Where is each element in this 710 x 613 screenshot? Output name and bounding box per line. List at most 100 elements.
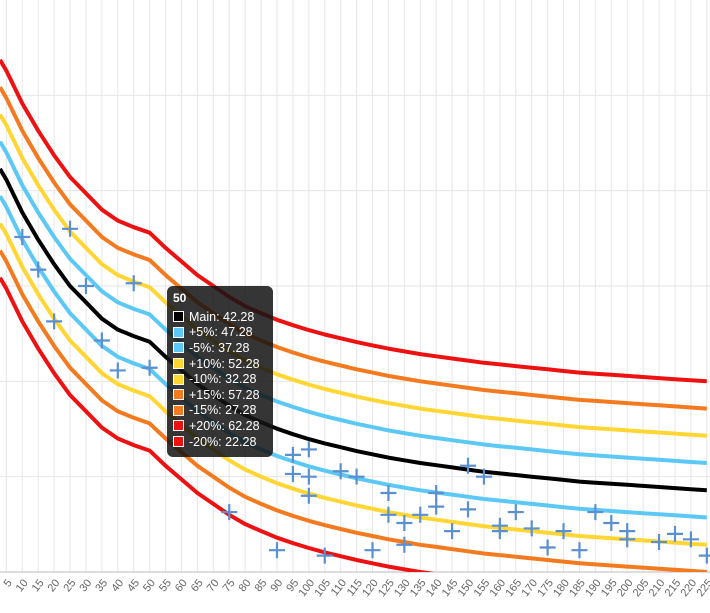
series-line-+20% (0, 58, 707, 384)
scatter-point-32 (491, 523, 508, 540)
tooltip-swatch (173, 326, 184, 338)
tooltip-swatch (173, 404, 184, 416)
scatter-point-44 (682, 531, 699, 548)
tooltip-swatch (173, 311, 184, 323)
scatter-point-18 (348, 468, 365, 485)
x-tick-label-10: 10 (14, 577, 31, 594)
x-tick-label-70: 70 (205, 577, 222, 594)
scatter-point-38 (587, 504, 604, 521)
scatter-point-42 (651, 534, 668, 551)
scatter-point-41 (619, 531, 636, 548)
x-tick-label-25: 25 (61, 577, 78, 594)
scatter-point-3 (62, 220, 79, 237)
scatter-point-23 (396, 536, 413, 553)
tooltip-swatch (173, 436, 184, 448)
tooltip-label: +10%: 52.28 (189, 356, 260, 371)
scatter-point-25 (428, 498, 445, 515)
x-tick-label-45: 45 (125, 577, 142, 594)
scatter-point-4 (77, 278, 94, 294)
tooltip-label: -10%: 32.28 (189, 372, 257, 387)
scatter-point-6 (109, 362, 126, 379)
scatter-point-27 (444, 523, 461, 540)
x-tick-label-15: 15 (30, 577, 47, 594)
x-tick-label-95: 95 (284, 577, 301, 594)
tooltip-swatch (173, 358, 184, 370)
scatter-point-19 (364, 542, 381, 559)
scatter-point-2 (46, 313, 63, 330)
scatter-point-5 (93, 332, 110, 349)
tooltip-swatch (173, 342, 184, 354)
scatter-point-24 (412, 506, 429, 523)
scatter-point-1 (30, 261, 47, 278)
tooltip-label: +15%: 57.28 (189, 387, 260, 402)
scatter-point-35 (539, 539, 556, 556)
scatter-point-34 (523, 520, 540, 537)
x-tick-label-20: 20 (46, 577, 63, 594)
x-tick-label-75: 75 (221, 577, 238, 594)
scatter-point-10 (268, 542, 285, 559)
tooltip-label: -15%: 27.28 (189, 403, 257, 418)
tooltip-row: +5%: 47.28 (173, 325, 267, 341)
x-tick-label-55: 55 (157, 577, 174, 594)
tooltip-row: -5%: 37.28 (173, 340, 267, 356)
tooltip-swatch (173, 389, 184, 401)
series-line-+5% (0, 140, 707, 465)
x-tick-label-80: 80 (237, 577, 254, 594)
tooltip-row: Main: 42.28 (173, 309, 267, 325)
scatter-point-26 (428, 485, 445, 502)
tooltip-title: 50 (173, 291, 187, 305)
scatter-point-13 (300, 441, 317, 458)
tooltip-label: -20%: 22.28 (189, 434, 257, 449)
scatter-point-33 (507, 504, 524, 521)
tooltip-label: Main: 42.28 (189, 309, 255, 324)
scatter-point-8 (141, 359, 158, 376)
tooltip-label: -5%: 37.28 (189, 340, 250, 355)
series-line-+15% (0, 86, 707, 411)
scatter-point-14 (300, 468, 317, 485)
scatter-point-21 (380, 506, 397, 523)
chart-tooltip: 50 Main: 42.28 +5%: 47.28 -5%: 37.28 +10%: … (167, 286, 273, 457)
tooltip-swatch (173, 373, 184, 385)
scatter-point-36 (555, 523, 572, 540)
scatter-point-17 (332, 463, 349, 480)
scatter-point-12 (284, 446, 301, 463)
x-tick-label-85: 85 (253, 577, 270, 594)
tooltip-swatch (173, 420, 184, 432)
tooltip-row: +10%: 52.28 (173, 356, 267, 372)
x-tick-label-90: 90 (268, 577, 285, 594)
scatter-point-30 (475, 468, 492, 485)
tooltip-row: -10%: 32.28 (173, 371, 267, 387)
tooltip-label: +20%: 62.28 (189, 418, 260, 433)
scatter-point-37 (571, 542, 588, 559)
x-tick-label-30: 30 (77, 577, 94, 594)
scatter-point-45 (698, 547, 710, 564)
x-tick-label-40: 40 (109, 577, 126, 594)
x-tick-label-5: 5 (2, 577, 15, 589)
scatter-point-28 (460, 501, 477, 518)
series-line--5% (0, 195, 707, 520)
x-tick-label-50: 50 (141, 577, 158, 594)
tooltip-label: +5%: 47.28 (189, 325, 253, 340)
series-line--10% (0, 222, 707, 547)
scatter-point-29 (460, 457, 477, 474)
x-tick-label-60: 60 (173, 577, 190, 594)
scatter-point-20 (380, 485, 397, 502)
x-tick-label-35: 35 (93, 577, 110, 594)
scatter-point-39 (603, 514, 620, 531)
scatter-point-7 (125, 275, 142, 292)
scatter-point-11 (284, 465, 301, 482)
x-tick-label-65: 65 (189, 577, 206, 594)
tooltip-row: +20%: 62.28 (173, 418, 267, 434)
series-line--20% (0, 276, 435, 572)
tooltip-row: -15%: 27.28 (173, 403, 267, 419)
series-line-+10% (0, 113, 707, 438)
scatter-point-15 (300, 487, 317, 504)
tooltip-row: +15%: 57.28 (173, 387, 267, 403)
tooltip-row: -20%: 22.28 (173, 434, 267, 450)
scatter-point-16 (316, 547, 333, 564)
scatter-point-22 (396, 514, 413, 531)
series-line--15% (0, 249, 707, 572)
x-tick-label-225: 225 (694, 577, 710, 599)
